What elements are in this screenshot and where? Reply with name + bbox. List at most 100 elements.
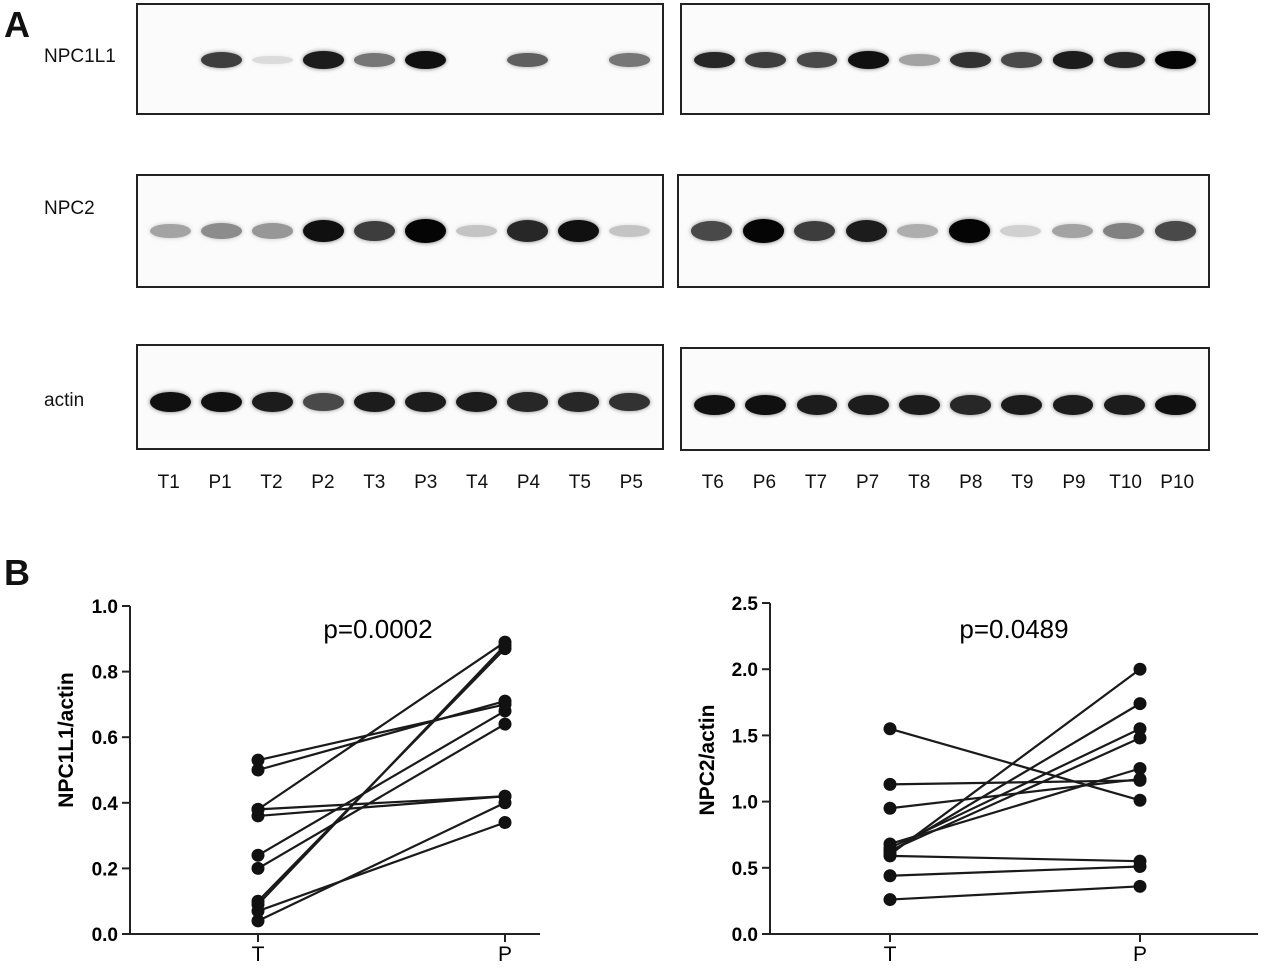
blot-band [252,223,293,239]
blot-band [456,224,497,238]
blot-band [201,52,242,68]
data-point-t [251,763,265,777]
blot-band [201,391,242,413]
blot-band [456,392,497,412]
chart1-ylabel: NPC1L1/actin [55,672,78,807]
chart-npc2-actin: NPC2/actin p=0.0489 0.0 0.5 1.0 1.5 2.0 2.5 T P [696,594,1258,966]
blot-band [1000,224,1042,238]
blot-band [691,221,733,241]
pair-line [889,767,1141,846]
blot-band [898,395,940,415]
data-point-p [1133,731,1147,745]
lane-label: P9 [1062,472,1086,493]
pair-line [257,821,506,913]
y-tick-label: 0.0 [732,925,758,946]
blot-band [303,51,344,69]
blot-actin-right [680,347,1210,451]
blot-band [1103,222,1145,240]
blot-band [303,219,344,243]
blot-npc1l1-left [136,3,664,115]
pair-line [257,801,506,922]
lane-label: P6 [752,472,777,493]
data-point-t [251,753,265,767]
pair-line [889,727,1141,802]
blot-band [796,52,838,68]
blot-band [898,54,940,66]
lane-label: T2 [260,472,283,493]
data-point-p [498,815,512,829]
data-point-p [1133,697,1147,711]
blot-band [1001,52,1043,68]
blot-band [1052,51,1094,69]
data-point-t [883,722,897,736]
lane-label: T5 [568,472,591,493]
blot-label-npc1l1: NPC1L1 [44,46,116,67]
pair-line [889,727,1141,849]
data-point-p [1133,793,1147,807]
blot-band [252,392,293,412]
data-point-t [251,894,265,908]
data-point-p [1133,722,1147,736]
data-point-p [1133,854,1147,868]
data-point-p [1133,662,1147,676]
lane-label: P4 [516,472,541,493]
data-point-t [883,893,897,907]
lane-label: P8 [959,472,983,493]
pair-line [889,854,1141,863]
pair-line [889,777,1141,810]
data-point-t [251,802,265,816]
blot-band [1051,223,1093,239]
blot-band [354,392,395,412]
lane-label: P3 [414,472,438,493]
blot-band [303,393,344,411]
lane-label: P1 [208,472,232,493]
pair-line [889,779,1141,786]
blot-band [150,391,191,413]
chart2-ylabel: NPC2/actin [696,705,719,816]
blot-band [354,53,395,67]
lane-label: T6 [701,472,724,493]
lane-label: T1 [157,472,180,493]
blot-label-actin: actin [44,390,85,411]
blot-band [1154,50,1196,70]
blot-npc2-left [136,174,664,288]
blot-npc2-right [677,174,1210,288]
pair-line [889,885,1141,901]
blot-band [897,224,939,238]
blot-band [507,392,548,412]
chart1-axes: 0.0 0.2 0.4 0.6 0.8 1.0 T P [92,597,540,966]
chart2-lines [889,668,1141,901]
blot-band [252,55,293,65]
blot-band [609,224,650,238]
y-tick-label: 0.6 [92,728,118,749]
chart1-points [251,635,512,928]
lane-label: T8 [908,472,931,493]
data-point-p [1133,773,1147,787]
blot-band [794,220,836,242]
blot-band [1103,51,1145,69]
blot-band [507,220,548,242]
lane-label: T10 [1109,472,1142,493]
blot-band [694,51,736,69]
lane-label: T7 [804,472,828,493]
y-tick-label: 0.2 [92,859,118,880]
blot-actin-left [136,344,664,450]
data-point-p [498,635,512,649]
y-tick-label: 2.5 [732,594,759,615]
pair-line [257,723,506,870]
blot-band [201,223,242,239]
data-point-t [251,848,265,862]
y-tick-label: 1.0 [732,793,758,814]
blot-band [796,395,838,415]
blot-band [558,392,599,412]
blot-label-npc2: NPC2 [44,198,95,219]
lane-label: P7 [855,472,880,493]
blot-band [948,219,990,243]
chart2-pvalue: p=0.0489 [959,614,1068,644]
blot-band [150,223,191,239]
x-tick-label: P [498,943,512,966]
blot-band [609,392,650,412]
y-tick-label: 0.8 [92,663,118,684]
data-point-p [1133,762,1147,775]
data-point-t [251,861,265,875]
